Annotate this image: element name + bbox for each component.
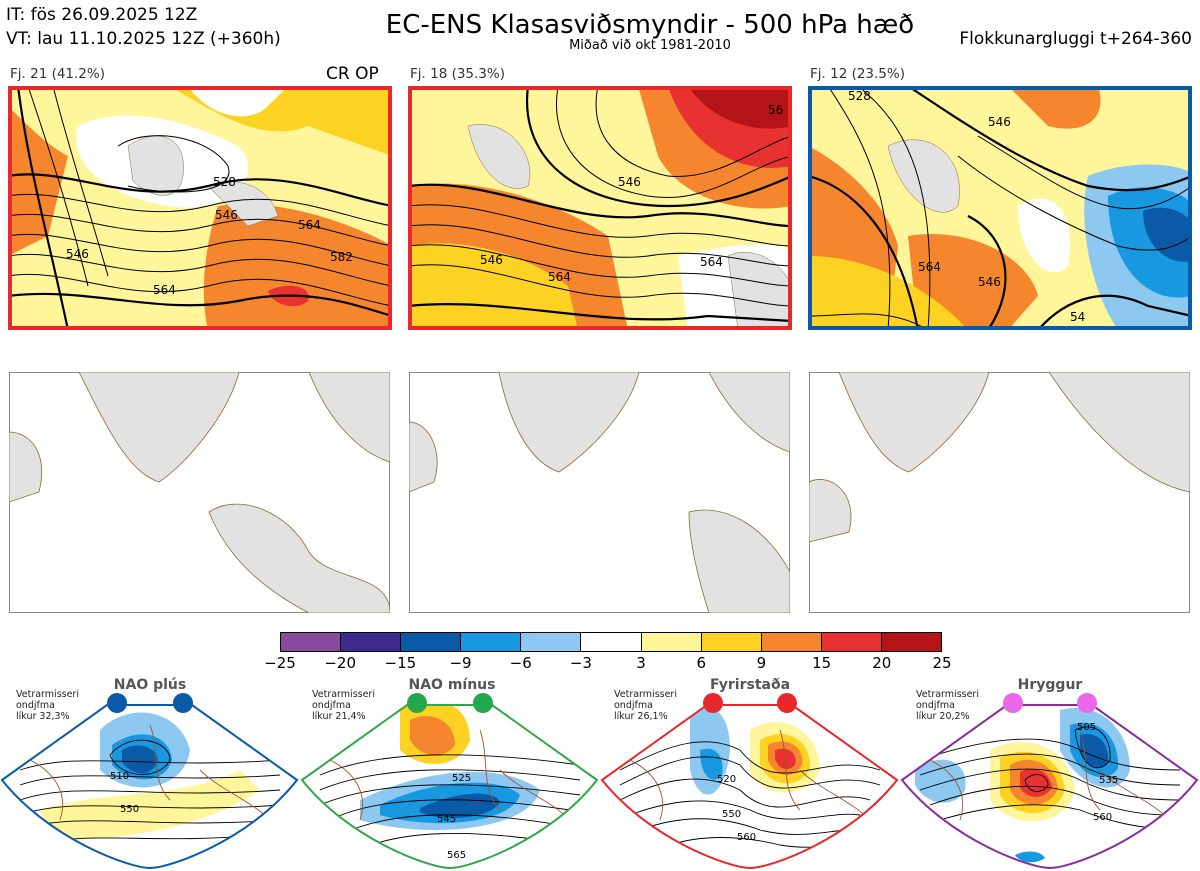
page-title: EC-ENS Klasasviðsmyndir - 500 hPa hæð: [385, 10, 915, 40]
contour-label: 546: [618, 175, 641, 189]
regime-3-info: Vetrarmisseri ondjfma líkur 26,1%: [614, 689, 677, 722]
cluster-3-label: Fj. 12 (23.5%): [810, 66, 905, 82]
cluster-3-frame: [808, 86, 1192, 330]
contour-label: 546: [480, 253, 503, 267]
contour-label: 564: [153, 283, 176, 297]
regime-3-dot-left: [703, 693, 723, 713]
contour-label: 546: [978, 275, 1001, 289]
regime-2-dot-left: [407, 693, 427, 713]
regime-1-title: NAO plús: [113, 677, 187, 693]
contour-label: 564: [700, 255, 723, 269]
regime-4-contour-label: 560: [1093, 812, 1112, 823]
regime-2-contour-label: 525: [452, 773, 471, 784]
regime-3-title: Fyrirstaða: [709, 677, 791, 693]
colorbar-segment: [341, 633, 402, 651]
cluster-2-frame: [408, 86, 792, 330]
colorbar-segment: [401, 633, 462, 651]
regime-1-dot-left: [107, 693, 127, 713]
colorbar-tick-label: −9: [449, 654, 472, 672]
colorbar-tick-label: 3: [636, 654, 646, 672]
colorbar-segment: [281, 633, 342, 651]
regime-2-frame: [300, 704, 599, 870]
regime-4-frame: [900, 704, 1199, 870]
regime-3-frame: [600, 704, 899, 870]
colorbar-tick-label: 6: [696, 654, 707, 672]
regime-3-contour-label: 520: [717, 774, 736, 785]
colorbar-segment: [701, 633, 762, 651]
regime-2-contour-label: 545: [437, 814, 456, 825]
colorbar-tick-label: 9: [756, 654, 767, 672]
regime-4-contour-label: 505: [1077, 722, 1096, 733]
contour-label: 582: [330, 250, 353, 264]
regime-1-info: Vetrarmisseri ondjfma líkur 32,3%: [16, 689, 79, 722]
contour-label: 564: [548, 270, 571, 284]
anomaly-map-2: [409, 372, 790, 613]
regime-4-info: Vetrarmisseri ondjfma líkur 20,2%: [916, 689, 979, 722]
cluster-1-map: 546 546 564 564 582 528: [8, 86, 392, 330]
page-subtitle: Miðað við okt 1981-2010: [569, 38, 731, 53]
cluster-2-map: 546 546 564 564 56: [408, 86, 792, 330]
colorbar-segment: [521, 633, 582, 651]
valid-time: VT: lau 11.10.2025 12Z (+360h): [6, 29, 281, 49]
regime-1-dot-right: [173, 693, 193, 713]
colorbar-tick-label: −25: [264, 654, 296, 672]
colorbar-ticks: −25 −20 −15 −9 −6 −3 3 6 9 15 20 25: [260, 654, 960, 674]
cluster-2-label: Fj. 18 (35.3%): [410, 66, 505, 82]
cluster-window: Flokkunargluggi t+264-360: [959, 29, 1192, 49]
contour-label: 546: [66, 247, 89, 261]
contour-label: 56: [768, 103, 783, 117]
contour-label: 528: [213, 175, 236, 189]
colorbar-segment: [821, 633, 882, 651]
cluster-1-label: Fj. 21 (41.2%): [10, 66, 105, 82]
regime-4-dot-right: [1077, 693, 1097, 713]
regime-1-frame: [0, 704, 299, 870]
contour-label: 528: [848, 89, 871, 103]
regime-3-dot-right: [777, 693, 797, 713]
cluster-1-frame: [8, 86, 392, 330]
colorbar-tick-label: −3: [569, 654, 592, 672]
regime-2-contour-label: 565: [447, 850, 466, 861]
regime-2-title: NAO mínus: [408, 677, 496, 693]
regime-4-contour-label: 535: [1099, 775, 1118, 786]
regime-4-title: Hryggur: [1017, 677, 1083, 693]
init-time: IT: fös 26.09.2025 12Z: [6, 5, 198, 25]
colorbar-tick-label: −20: [324, 654, 356, 672]
cluster-3-map: 546 564 546 54 528: [808, 86, 1192, 330]
anomaly-map-1: [9, 372, 390, 613]
colorbar-segment: [581, 633, 642, 651]
colorbar-tick-label: 25: [932, 654, 952, 672]
colorbar-segment: [641, 633, 702, 651]
regime-1-contour-label: 510: [110, 771, 129, 782]
contour-label: 546: [988, 115, 1011, 129]
contour-label: 564: [298, 218, 321, 232]
regime-2-dot-right: [473, 693, 493, 713]
cluster-1-tag: CR OP: [326, 64, 379, 84]
regime-3-contour-label: 550: [722, 809, 741, 820]
anomaly-map-3: [809, 372, 1190, 613]
colorbar-tick-label: 20: [872, 654, 892, 672]
regime-3-contour-label: 560: [737, 832, 756, 843]
regime-maps: 510 550 525 545 565: [0, 693, 1199, 870]
colorbar: [280, 632, 942, 652]
contour-label: 546: [215, 208, 238, 222]
contour-label: 54: [1070, 310, 1085, 324]
regime-2-info: Vetrarmisseri ondjfma líkur 21,4%: [312, 689, 375, 722]
colorbar-tick-label: −6: [509, 654, 532, 672]
colorbar-tick-label: −15: [384, 654, 417, 672]
colorbar-segment: [881, 633, 942, 651]
colorbar-segment: [761, 633, 822, 651]
contour-label: 564: [918, 260, 941, 274]
colorbar-segment: [461, 633, 522, 651]
regime-4-dot-left: [1003, 693, 1023, 713]
colorbar-tick-label: 15: [812, 654, 832, 672]
regime-1-contour-label: 550: [120, 804, 139, 815]
